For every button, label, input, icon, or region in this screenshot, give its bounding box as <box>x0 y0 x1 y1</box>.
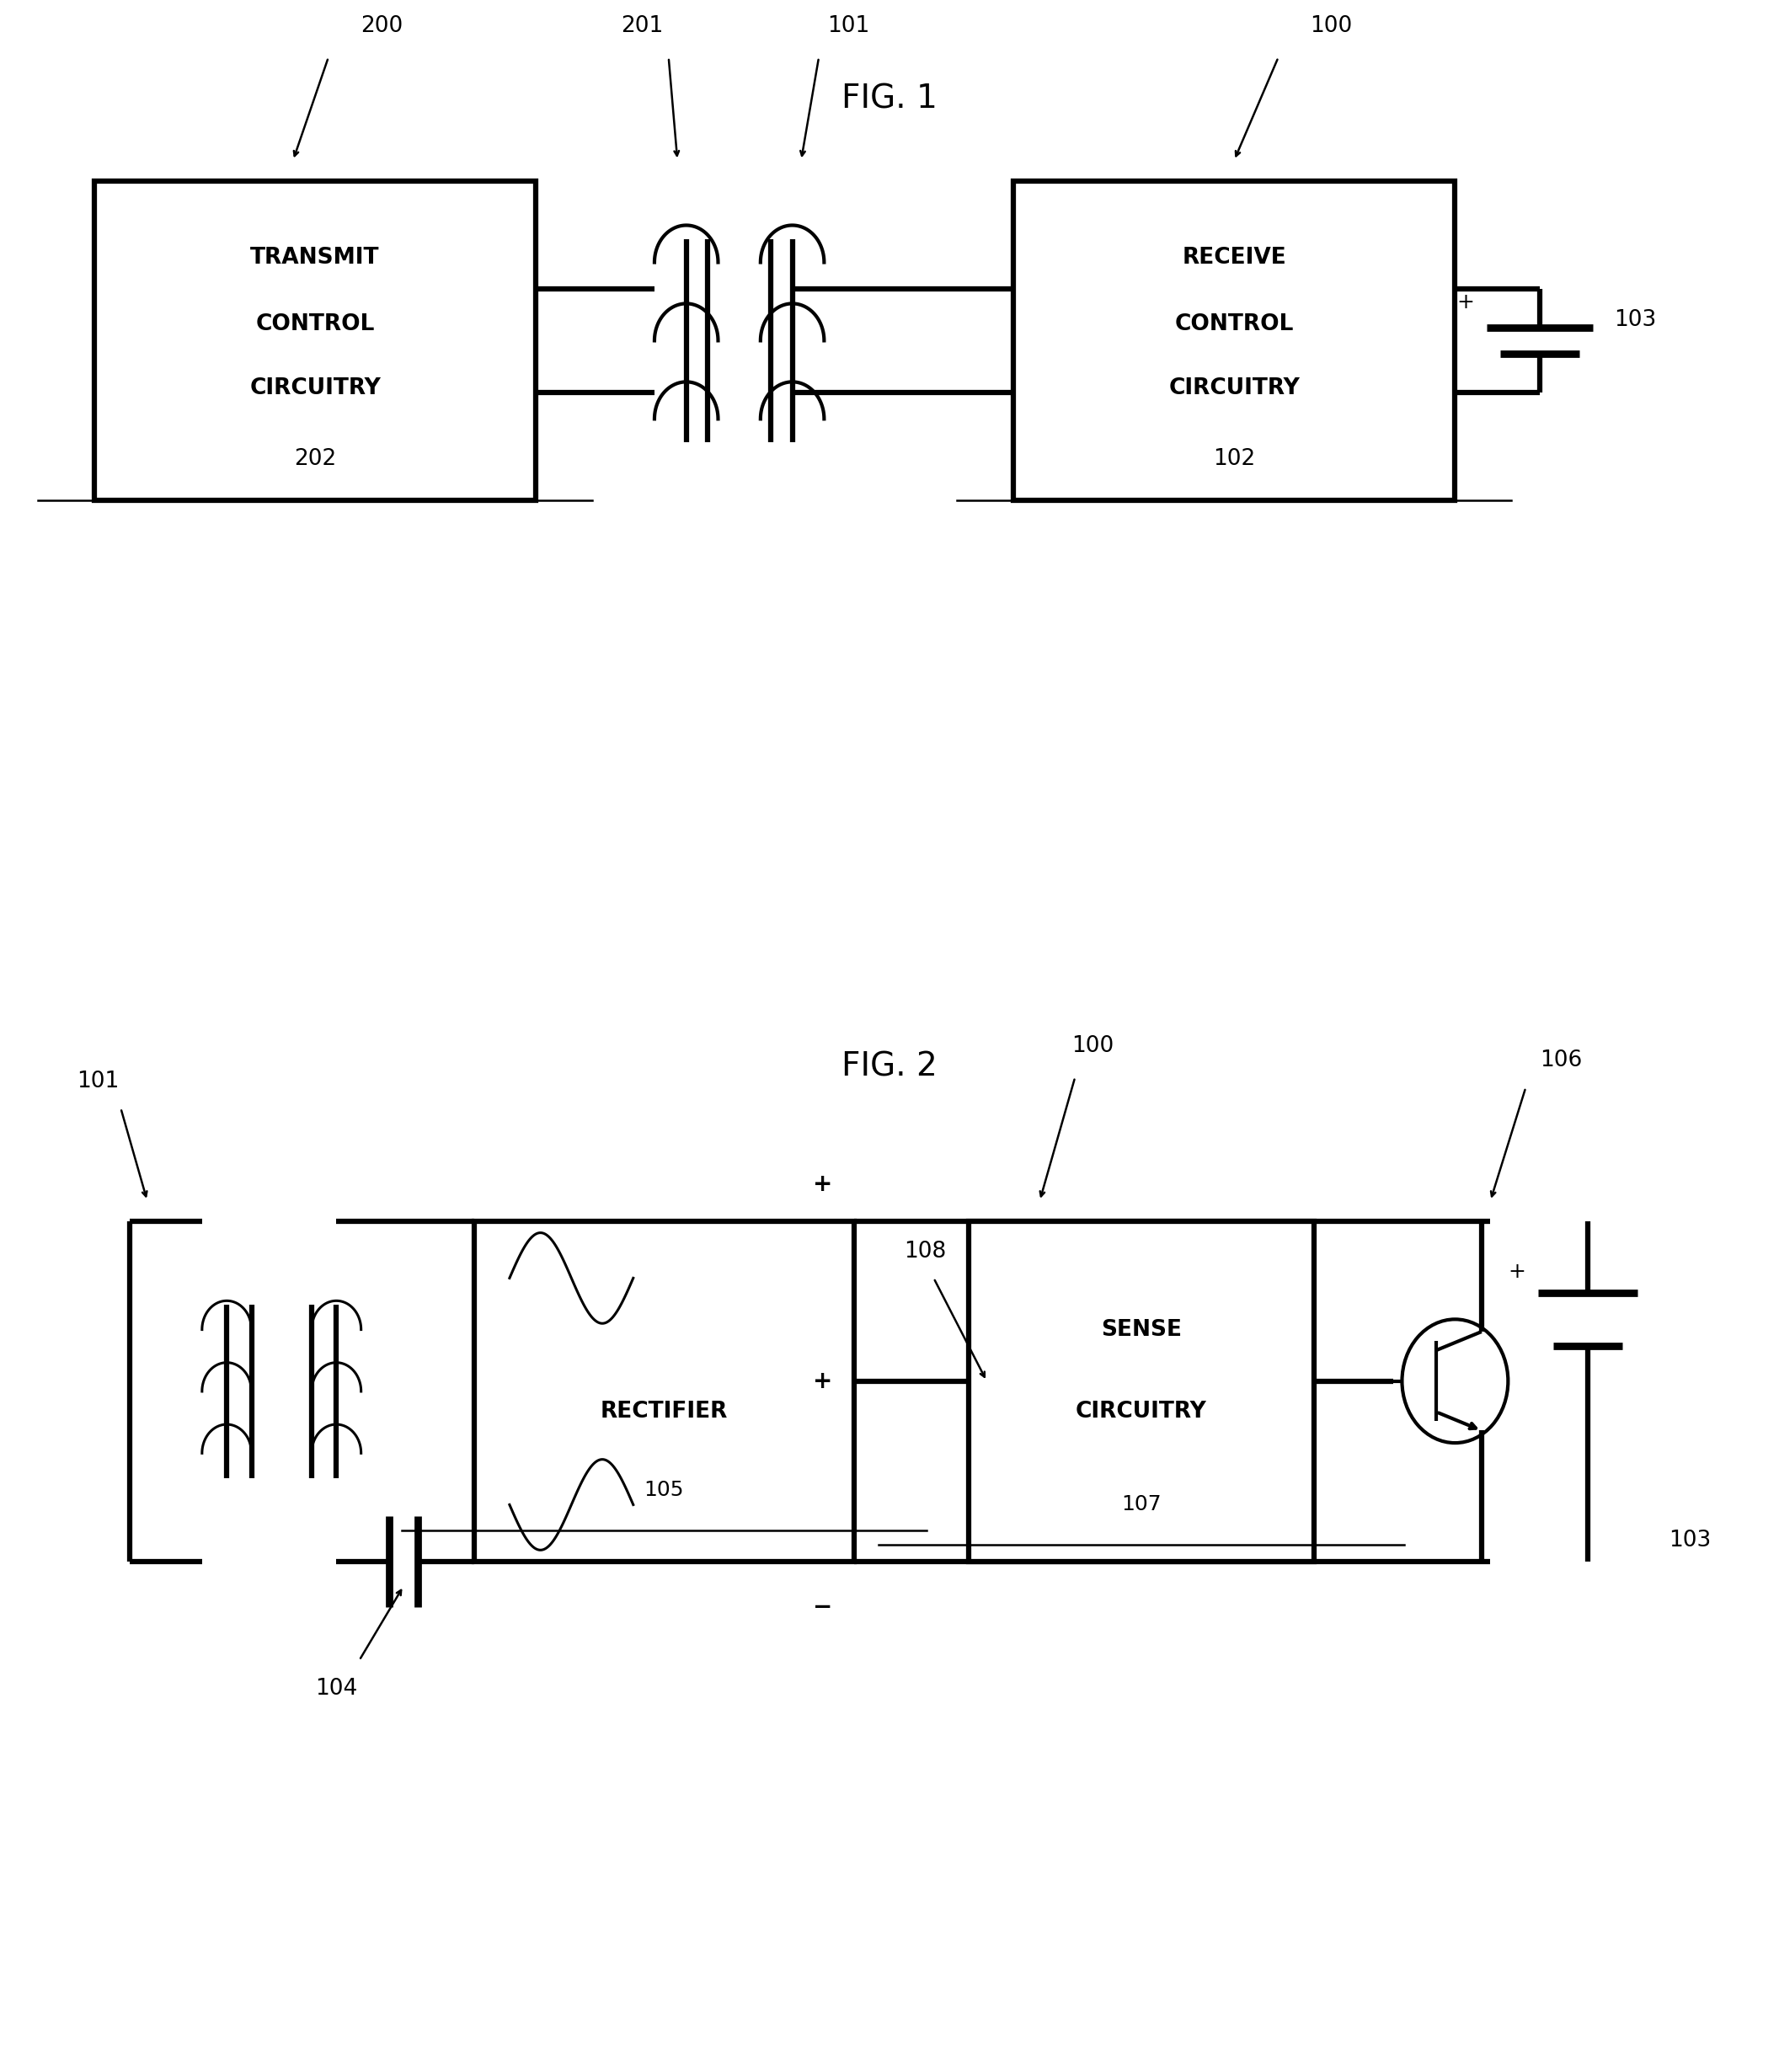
Bar <box>1014 180 1455 499</box>
Text: 101: 101 <box>827 15 870 37</box>
Text: 100: 100 <box>1309 15 1352 37</box>
Text: 100: 100 <box>1071 1036 1114 1057</box>
Bar <box>94 180 535 499</box>
Text: +: + <box>813 1370 833 1392</box>
Text: 108: 108 <box>904 1241 946 1262</box>
Text: CIRCUITRY: CIRCUITRY <box>1076 1401 1206 1423</box>
Text: 102: 102 <box>1213 448 1256 470</box>
Text: RECEIVE: RECEIVE <box>1181 247 1286 269</box>
Text: CONTROL: CONTROL <box>256 313 375 336</box>
Text: 103: 103 <box>1614 309 1656 332</box>
Text: RECTIFIER: RECTIFIER <box>601 1401 728 1423</box>
Text: FIG. 2: FIG. 2 <box>841 1051 938 1084</box>
Text: CIRCUITRY: CIRCUITRY <box>1169 377 1300 400</box>
Text: 201: 201 <box>621 15 664 37</box>
Text: 103: 103 <box>1669 1529 1711 1552</box>
Text: 104: 104 <box>315 1678 358 1699</box>
Text: 105: 105 <box>644 1479 685 1500</box>
Text: CIRCUITRY: CIRCUITRY <box>249 377 381 400</box>
Text: 200: 200 <box>359 15 402 37</box>
Text: 101: 101 <box>76 1071 119 1092</box>
Bar <box>475 1220 854 1562</box>
Text: +: + <box>1509 1262 1526 1283</box>
Text: TRANSMIT: TRANSMIT <box>251 247 379 269</box>
Text: 202: 202 <box>294 448 336 470</box>
Text: SENSE: SENSE <box>1101 1318 1181 1341</box>
Text: +: + <box>813 1173 833 1196</box>
Text: 106: 106 <box>1541 1051 1582 1071</box>
Bar <box>970 1220 1313 1562</box>
Text: −: − <box>813 1595 833 1618</box>
Text: CONTROL: CONTROL <box>1174 313 1293 336</box>
Text: 107: 107 <box>1121 1494 1162 1515</box>
Text: FIG. 1: FIG. 1 <box>841 83 938 114</box>
Text: +: + <box>1457 292 1475 313</box>
